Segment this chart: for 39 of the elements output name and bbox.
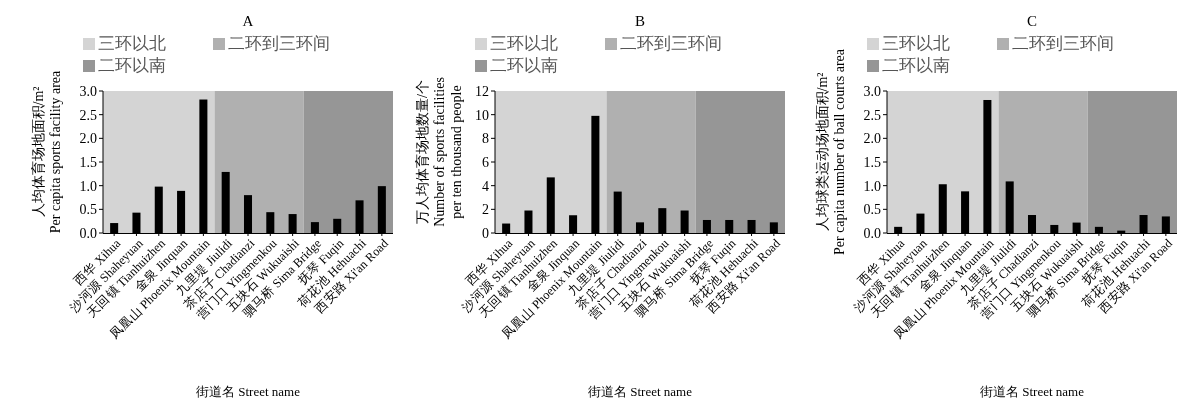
y-tick-label: 0.0 [863, 225, 881, 241]
legend-label: 二环以南 [490, 56, 558, 75]
y-tick-label: 1.5 [863, 154, 881, 170]
y-tick-label: 4 [482, 178, 489, 194]
legend-label: 二环到三环间 [1012, 34, 1114, 53]
y-tick-label: 1.5 [79, 154, 97, 170]
y-tick-label: 0.0 [79, 225, 97, 241]
y-tick-label: 1.0 [863, 178, 881, 194]
y-tick-label: 0.5 [79, 202, 97, 218]
y-tick-label: 3.0 [79, 83, 97, 99]
y-tick-label: 0.5 [863, 202, 881, 218]
chart-title: C [1026, 13, 1038, 29]
y-tick-label: 10 [475, 107, 489, 123]
legend-label: 二环以南 [98, 56, 166, 75]
x-axis-title: 街道名 Street name [588, 384, 693, 399]
y-tick-label: 2.0 [79, 131, 97, 147]
legend-label: 二环到三环间 [620, 34, 722, 53]
y-axis-title: 人均体育场地面积/m² Per capita sports facility area [30, 69, 63, 234]
y-tick-label: 1.0 [79, 178, 97, 194]
y-tick-label: 6 [482, 154, 489, 170]
y-tick-label: 2.5 [863, 107, 881, 123]
y-tick-label: 2 [482, 202, 489, 218]
y-tick-label: 0 [482, 225, 489, 241]
y-tick-label: 12 [475, 83, 489, 99]
legend-label: 三环以北 [882, 34, 950, 53]
y-axis-title: 人均球类运动场地面积/m² Per capita number of ball courts area [815, 48, 847, 256]
chart-title: B [634, 13, 646, 29]
legend-label: 三环以北 [490, 34, 558, 53]
x-axis-title: 街道名 Street name [196, 384, 301, 399]
y-tick-label: 2.0 [863, 131, 881, 147]
legend-label: 二环以南 [882, 56, 950, 75]
y-tick-label: 2.5 [79, 107, 97, 123]
y-tick-label: 3.0 [863, 83, 881, 99]
y-axis-title: 万人均体育场地数量/个 Number of sports facilities per ten thousand people [414, 77, 464, 227]
legend-label: 三环以北 [98, 34, 166, 53]
y-tick-label: 8 [482, 131, 489, 147]
chart-title: A [242, 13, 254, 29]
legend-label: 二环到三环间 [228, 34, 330, 53]
x-axis-title: 街道名 Street name [980, 384, 1085, 399]
